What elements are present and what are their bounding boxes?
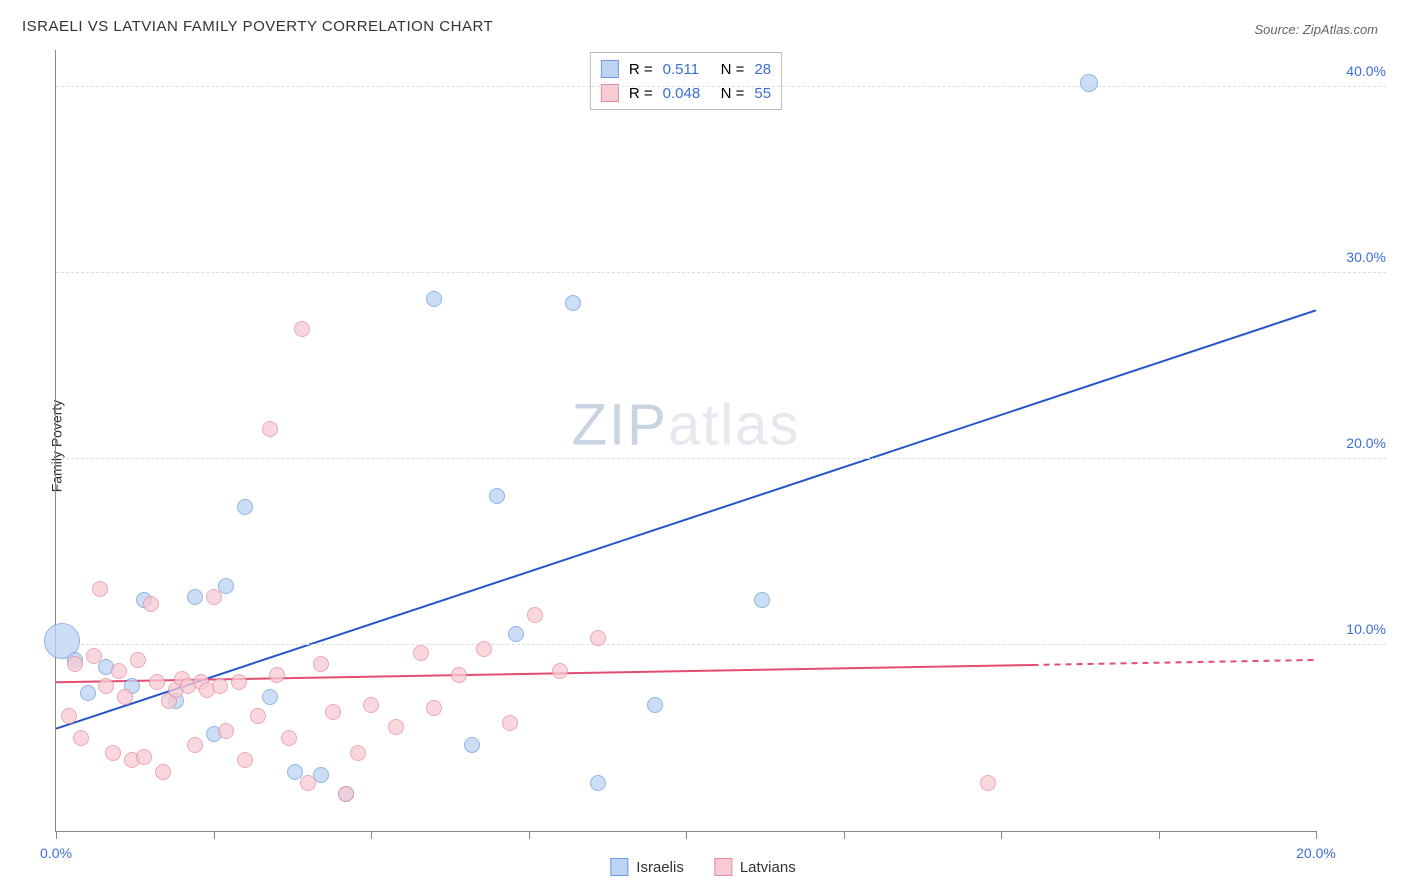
data-point: [149, 674, 165, 690]
data-point: [325, 704, 341, 720]
legend-label-israelis: Israelis: [636, 859, 684, 876]
data-point: [155, 764, 171, 780]
watermark-atlas: atlas: [668, 392, 801, 457]
data-point: [754, 592, 770, 608]
data-point: [508, 626, 524, 642]
data-point: [80, 685, 96, 701]
data-point: [313, 656, 329, 672]
data-point: [130, 652, 146, 668]
x-tick-label: 20.0%: [1296, 845, 1336, 861]
data-point: [350, 745, 366, 761]
data-point: [61, 708, 77, 724]
trend-lines-svg: [56, 50, 1316, 831]
chart-title: ISRAELI VS LATVIAN FAMILY POVERTY CORREL…: [22, 18, 493, 35]
data-point: [647, 697, 663, 713]
data-point: [388, 719, 404, 735]
data-point: [294, 321, 310, 337]
data-point: [237, 752, 253, 768]
y-tick-label: 40.0%: [1346, 63, 1386, 79]
x-tick: [214, 831, 215, 839]
watermark-zip: ZIP: [572, 392, 668, 457]
data-point: [73, 730, 89, 746]
data-point: [212, 678, 228, 694]
data-point: [218, 723, 234, 739]
data-point: [464, 737, 480, 753]
legend-item-israelis: Israelis: [610, 858, 684, 876]
y-tick-label: 30.0%: [1346, 249, 1386, 265]
data-point: [67, 656, 83, 672]
data-point: [187, 737, 203, 753]
data-point: [187, 589, 203, 605]
y-tick-label: 10.0%: [1346, 621, 1386, 637]
data-point: [218, 578, 234, 594]
y-tick-label: 20.0%: [1346, 435, 1386, 451]
data-point: [502, 715, 518, 731]
data-point: [451, 667, 467, 683]
gridline: [56, 272, 1386, 273]
legend-swatch-israelis-icon: [610, 858, 628, 876]
r-label: R =: [629, 61, 653, 78]
data-point: [300, 775, 316, 791]
x-tick: [529, 831, 530, 839]
data-point: [565, 295, 581, 311]
data-point: [413, 645, 429, 661]
data-point: [590, 630, 606, 646]
data-point: [143, 596, 159, 612]
gridline: [56, 86, 1386, 87]
gridline: [56, 458, 1386, 459]
data-point: [426, 291, 442, 307]
legend-row-israelis: R = 0.511 N = 28: [601, 57, 771, 81]
data-point: [136, 749, 152, 765]
correlation-legend: R = 0.511 N = 28 R = 0.048 N = 55: [590, 52, 782, 110]
x-tick: [56, 831, 57, 839]
data-point: [250, 708, 266, 724]
n-label: N =: [721, 61, 745, 78]
legend-item-latvians: Latvians: [714, 858, 796, 876]
data-point: [111, 663, 127, 679]
x-tick-label: 0.0%: [40, 845, 72, 861]
data-point: [338, 786, 354, 802]
data-point: [206, 589, 222, 605]
data-point: [86, 648, 102, 664]
x-tick: [844, 831, 845, 839]
data-point: [476, 641, 492, 657]
watermark: ZIPatlas: [572, 391, 801, 458]
x-tick: [1001, 831, 1002, 839]
x-tick: [686, 831, 687, 839]
data-point: [281, 730, 297, 746]
data-point: [262, 689, 278, 705]
series-legend: Israelis Latvians: [610, 858, 795, 876]
x-tick: [1316, 831, 1317, 839]
data-point: [237, 499, 253, 515]
data-point: [590, 775, 606, 791]
data-point: [98, 678, 114, 694]
data-point: [262, 421, 278, 437]
data-point: [1080, 74, 1098, 92]
data-point: [117, 689, 133, 705]
legend-swatch-latvians-icon: [714, 858, 732, 876]
data-point: [105, 745, 121, 761]
source-label: Source: ZipAtlas.com: [1254, 22, 1378, 37]
data-point: [231, 674, 247, 690]
x-tick: [371, 831, 372, 839]
r-value-israelis: 0.511: [663, 61, 711, 78]
legend-row-latvians: R = 0.048 N = 55: [601, 81, 771, 105]
data-point: [489, 488, 505, 504]
data-point: [552, 663, 568, 679]
legend-swatch-israelis: [601, 60, 619, 78]
data-point: [426, 700, 442, 716]
scatter-plot-area: ZIPatlas R = 0.511 N = 28 R = 0.048 N = …: [55, 50, 1316, 832]
gridline: [56, 644, 1386, 645]
x-tick: [1159, 831, 1160, 839]
data-point: [92, 581, 108, 597]
data-point: [363, 697, 379, 713]
n-value-israelis: 28: [754, 61, 771, 78]
data-point: [269, 667, 285, 683]
data-point: [980, 775, 996, 791]
data-point: [527, 607, 543, 623]
legend-label-latvians: Latvians: [740, 859, 796, 876]
